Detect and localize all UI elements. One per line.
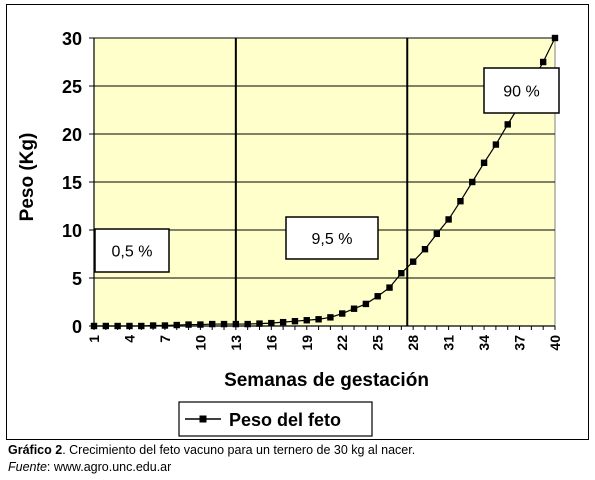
legend-label: Peso del feto bbox=[229, 410, 341, 430]
y-axis-title: Peso (Kg) bbox=[17, 133, 38, 222]
x-tick-label: 40 bbox=[547, 335, 563, 351]
y-tick-label: 30 bbox=[62, 29, 82, 49]
x-tick-label: 31 bbox=[441, 335, 457, 351]
data-point bbox=[362, 300, 370, 308]
legend-marker-swatch bbox=[199, 415, 207, 423]
data-point bbox=[114, 322, 121, 330]
y-tick-label: 25 bbox=[62, 77, 82, 97]
x-tick-label: 37 bbox=[512, 335, 528, 351]
data-point bbox=[232, 320, 240, 328]
y-tick-label: 0 bbox=[72, 317, 82, 337]
data-point bbox=[539, 58, 547, 66]
data-point bbox=[149, 322, 157, 329]
data-point bbox=[421, 246, 429, 253]
x-tick-label: 28 bbox=[405, 335, 421, 351]
chart-frame: 0 5 10 15 20 25 30 1 4 7 10 13 16 19 22 25 28 31 34 37 40 0,5… bbox=[6, 4, 589, 440]
data-point bbox=[433, 230, 440, 238]
data-point bbox=[350, 305, 358, 312]
caption-label: Gráfico 2 bbox=[8, 443, 63, 457]
x-tick-label: 22 bbox=[334, 335, 350, 351]
annotation-box bbox=[94, 228, 170, 273]
data-point bbox=[327, 314, 334, 321]
data-point bbox=[551, 34, 559, 42]
x-tick-label: 10 bbox=[192, 335, 208, 351]
data-point bbox=[492, 141, 500, 148]
x-tick-label: 1 bbox=[86, 335, 102, 343]
data-point bbox=[268, 319, 275, 327]
y-tick-label: 10 bbox=[62, 221, 82, 241]
annotation-box bbox=[483, 67, 560, 114]
data-point bbox=[90, 322, 98, 330]
data-point bbox=[173, 321, 180, 329]
x-tick-label: 19 bbox=[299, 335, 315, 351]
data-point bbox=[409, 258, 417, 265]
y-tick-label: 5 bbox=[72, 269, 82, 289]
data-point bbox=[480, 159, 488, 166]
data-point bbox=[102, 322, 110, 330]
source-label: Fuente bbox=[8, 460, 47, 474]
annotation-label: 9,5 % bbox=[312, 231, 353, 248]
data-point bbox=[185, 321, 192, 328]
x-tick-label: 16 bbox=[263, 335, 279, 351]
figure-source: Fuente: www.agro.unc.edu.ar bbox=[8, 460, 171, 474]
data-point bbox=[244, 320, 251, 328]
data-point bbox=[374, 293, 381, 300]
figure-caption: Gráfico 2. Crecimiento del feto vacuno p… bbox=[8, 443, 415, 457]
data-point bbox=[138, 322, 145, 330]
x-tick-label: 4 bbox=[121, 335, 137, 343]
y-tick-label: 15 bbox=[62, 173, 82, 193]
annotation-box bbox=[285, 216, 379, 260]
data-point bbox=[398, 270, 405, 277]
data-point bbox=[220, 320, 228, 328]
data-point bbox=[386, 284, 393, 291]
data-point bbox=[457, 198, 464, 205]
data-point bbox=[209, 320, 216, 328]
x-axis-title: Semanas de gestación bbox=[224, 370, 429, 391]
data-point bbox=[339, 310, 346, 317]
data-point bbox=[469, 178, 476, 186]
data-point bbox=[315, 316, 322, 323]
data-point bbox=[197, 321, 204, 328]
data-point bbox=[504, 121, 511, 128]
annotation-label: 0,5 % bbox=[112, 244, 153, 261]
x-tick-label: 34 bbox=[476, 335, 492, 351]
annotation-label: 90 % bbox=[503, 84, 539, 101]
x-tick-label: 7 bbox=[157, 335, 173, 343]
caption-text: . Crecimiento del feto vacuno para un te… bbox=[62, 443, 416, 457]
data-point bbox=[303, 317, 310, 324]
data-point bbox=[161, 322, 169, 329]
data-point bbox=[126, 322, 133, 330]
data-point bbox=[279, 318, 287, 326]
data-point bbox=[256, 320, 263, 327]
source-text: : www.agro.unc.edu.ar bbox=[46, 460, 172, 474]
chart: 0 5 10 15 20 25 30 1 4 7 10 13 16 19 22 25 28 31 34 37 40 0,5… bbox=[17, 29, 563, 437]
x-tick-label: 13 bbox=[228, 335, 244, 351]
x-tick-label: 25 bbox=[370, 335, 386, 351]
y-tick-label: 20 bbox=[62, 125, 82, 145]
data-point bbox=[445, 216, 452, 223]
data-point bbox=[291, 318, 299, 325]
